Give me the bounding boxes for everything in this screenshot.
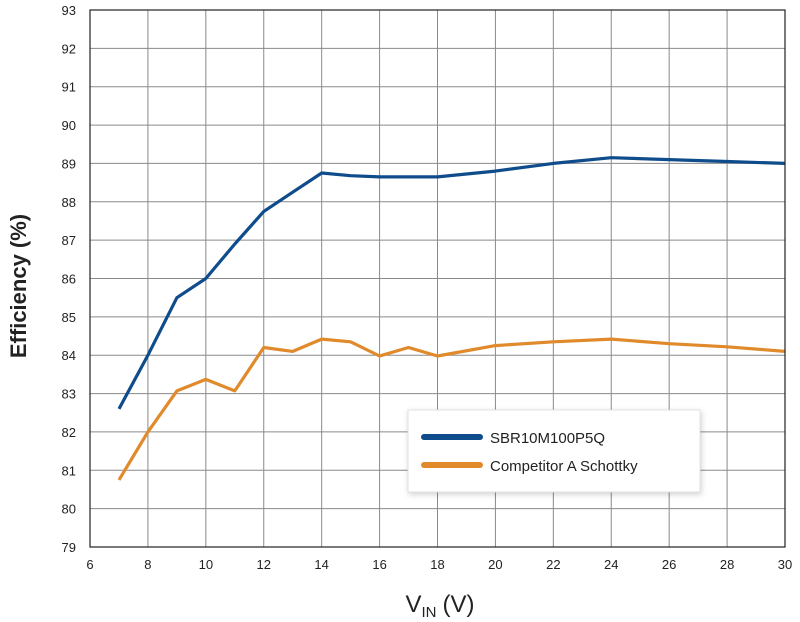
x-axis-title: VIN (V) <box>405 591 474 621</box>
series-line-sbr10m100p5q <box>117 156 786 410</box>
y-axis-ticks: 79 80 81 82 83 84 85 86 87 88 89 90 91 92 93 <box>62 3 76 555</box>
y-tick-label: 89 <box>62 156 76 171</box>
legend: SBR10M100P5Q Competitor A Schottky <box>407 409 701 493</box>
x-axis-title-main: V <box>405 591 421 618</box>
y-tick-label: 81 <box>62 463 76 478</box>
legend-label-sbr10m100p5q: SBR10M100P5Q <box>490 430 605 447</box>
x-tick-label: 16 <box>372 557 386 572</box>
y-tick-label: 90 <box>62 118 76 133</box>
y-tick-label: 82 <box>62 425 76 440</box>
x-tick-label: 20 <box>488 557 502 572</box>
plot-frame <box>89 9 786 548</box>
x-tick-label: 6 <box>86 557 93 572</box>
y-tick-label: 84 <box>62 348 76 363</box>
x-tick-label: 26 <box>662 557 676 572</box>
y-tick-label: 80 <box>62 502 76 517</box>
y-tick-label: 83 <box>62 387 76 402</box>
y-axis-title: Efficiency (%) <box>6 214 31 358</box>
legend-label-competitor-a-schottky: Competitor A Schottky <box>490 458 638 475</box>
x-tick-label: 24 <box>604 557 618 572</box>
x-tick-label: 8 <box>144 557 151 572</box>
series-line-competitor-a-schottky <box>117 337 786 481</box>
y-tick-label: 87 <box>62 233 76 248</box>
y-tick-label: 91 <box>62 80 76 95</box>
y-tick-label: 93 <box>62 3 76 18</box>
x-tick-label: 28 <box>720 557 734 572</box>
legend-box <box>407 409 701 493</box>
x-axis-ticks: 6 8 10 12 14 16 18 20 22 24 26 28 30 <box>86 557 792 572</box>
y-tick-label: 86 <box>62 272 76 287</box>
x-tick-label: 18 <box>430 557 444 572</box>
series-lines <box>117 156 786 481</box>
x-tick-label: 22 <box>546 557 560 572</box>
y-tick-label: 85 <box>62 310 76 325</box>
y-tick-label: 88 <box>62 195 76 210</box>
y-tick-label: 79 <box>62 540 76 555</box>
x-axis-title-sub: IN <box>422 604 437 621</box>
x-tick-label: 12 <box>257 557 271 572</box>
x-tick-label: 14 <box>314 557 328 572</box>
y-tick-label: 92 <box>62 41 76 56</box>
x-axis-title-unit: (V) <box>443 591 475 618</box>
x-tick-label: 10 <box>199 557 213 572</box>
x-tick-label: 30 <box>778 557 792 572</box>
